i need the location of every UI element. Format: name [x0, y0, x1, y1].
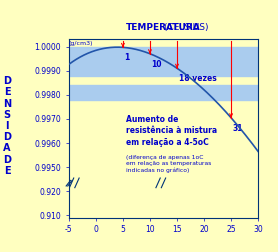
Text: (CELSIUS): (CELSIUS)	[118, 23, 209, 32]
Text: (diferença de apenas 1oC
em relação as temperaturas
indicadas no gráfico): (diferença de apenas 1oC em relação as t…	[126, 155, 211, 173]
Bar	[69, 85, 258, 100]
Text: Aumento de
resistência à mistura
em relação a 4-5oC: Aumento de resistência à mistura em rela…	[126, 115, 217, 146]
Text: (g/cm3): (g/cm3)	[69, 41, 93, 46]
Text: 31: 31	[233, 124, 243, 133]
Text: 1: 1	[125, 53, 130, 62]
Text: TEMPERATURA: TEMPERATURA	[126, 23, 201, 32]
Text: D
E
N
S
I
D
A
D
E: D E N S I D A D E	[3, 76, 11, 176]
Text: 10: 10	[152, 60, 162, 69]
Bar	[69, 47, 258, 76]
Text: 18 vezes: 18 vezes	[179, 74, 216, 83]
